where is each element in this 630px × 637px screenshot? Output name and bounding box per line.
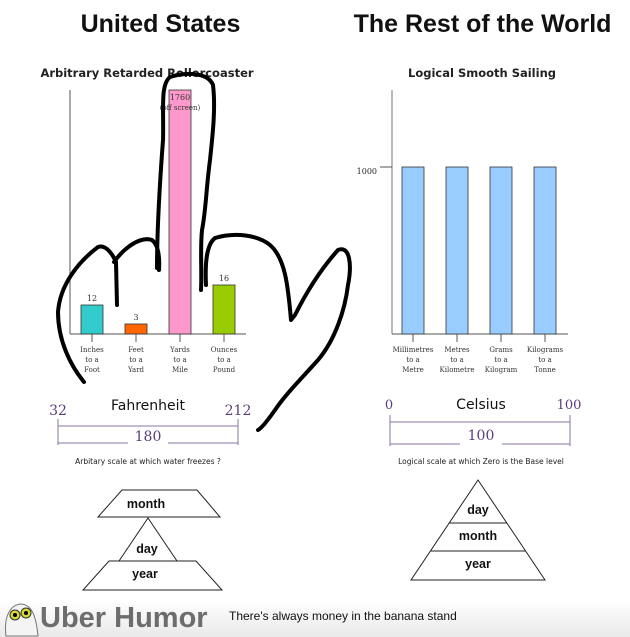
x-category-label: Millimetres: [393, 346, 434, 354]
x-category-label: to a: [406, 356, 419, 364]
owl-logo-icon: [5, 603, 39, 637]
x-category-label: Kilometre: [439, 366, 474, 374]
celsius-caption: Logical scale at which Zero is the Base …: [398, 457, 564, 466]
bar-3: [533, 166, 557, 335]
x-category-label: Grams: [489, 346, 513, 354]
x-category-label: to a: [129, 356, 142, 364]
left-pyramid-day: day: [136, 542, 158, 556]
bar-1: [445, 166, 469, 335]
x-category-label: to a: [494, 356, 507, 364]
x-category-label: Yards: [169, 346, 190, 354]
right-pyramid: day month year: [410, 479, 546, 581]
bar-2: [489, 166, 513, 335]
x-category-label: Yard: [127, 366, 145, 374]
heading-rest-of-world: The Rest of the World: [353, 10, 612, 38]
tagline: There's always money in the banana stand: [229, 609, 457, 623]
left-pyramid-month: month: [127, 497, 165, 511]
bar-value-label: 12: [87, 294, 97, 303]
bar-3: [212, 284, 236, 335]
left-pyramid: month day year: [81, 489, 224, 591]
x-category-label: to a: [217, 356, 230, 364]
right-pyramid-day: day: [467, 503, 489, 517]
right-chart-title: Logical Smooth Sailing: [408, 66, 556, 80]
x-category-label: Metre: [402, 366, 424, 374]
right-pyramid-month: month: [459, 529, 497, 543]
celsius-low: 0: [385, 398, 393, 413]
hand-drawing: [56, 71, 352, 432]
bar-2: [168, 89, 192, 335]
x-category-label: Metres: [444, 346, 470, 354]
celsius-label: Celsius: [456, 397, 506, 413]
x-category-label: Kilogram: [485, 366, 518, 374]
illustration: Arbitrary Retarded Rollercoaster 12 Inche…: [40, 66, 582, 591]
bar-annotation: (off screen): [160, 104, 201, 112]
x-category-label: Pound: [213, 366, 236, 374]
bar-value-label: 1760: [170, 93, 190, 102]
x-category-label: to a: [450, 356, 463, 364]
x-category-label: Inches: [80, 346, 104, 354]
footer-bar: Uber Humor There's always money in the b…: [0, 600, 630, 637]
x-category-label: to a: [173, 356, 186, 364]
celsius-scale: 0 Celsius 100 100 Logical scale at which…: [385, 397, 582, 466]
bar-value-label: 16: [219, 274, 229, 283]
celsius-span: 100: [468, 428, 495, 444]
fahrenheit-label: Fahrenheit: [111, 398, 186, 414]
bar-0: [80, 304, 104, 335]
x-category-label: Feet: [128, 346, 144, 354]
fahrenheit-high: 212: [225, 403, 252, 419]
bar-0: [401, 166, 425, 335]
left-chart-title: Arbitrary Retarded Rollercoaster: [40, 66, 253, 80]
bar-1: [124, 323, 148, 335]
right-pyramid-year: year: [465, 557, 491, 571]
x-category-label: Kilograms: [527, 346, 564, 354]
x-category-label: Foot: [84, 366, 100, 374]
fahrenheit-scale: 32 Fahrenheit 212 180 Arbitary scale at …: [49, 398, 251, 466]
x-category-label: Tonne: [534, 366, 556, 374]
fahrenheit-caption: Arbitary scale at which water freezes ?: [75, 457, 221, 466]
celsius-high: 100: [557, 398, 582, 413]
bar-value-label: 3: [133, 313, 138, 322]
fahrenheit-span: 180: [135, 429, 162, 445]
right-y-tick-label: 1000: [357, 167, 377, 176]
left-pyramid-year: year: [132, 567, 158, 581]
x-category-label: to a: [538, 356, 551, 364]
x-category-label: to a: [85, 356, 98, 364]
x-category-label: Mile: [172, 366, 188, 374]
brand-name[interactable]: Uber Humor: [40, 602, 208, 634]
x-category-label: Ounces: [211, 346, 238, 354]
fahrenheit-low: 32: [49, 403, 67, 419]
heading-united-states: United States: [80, 10, 241, 38]
